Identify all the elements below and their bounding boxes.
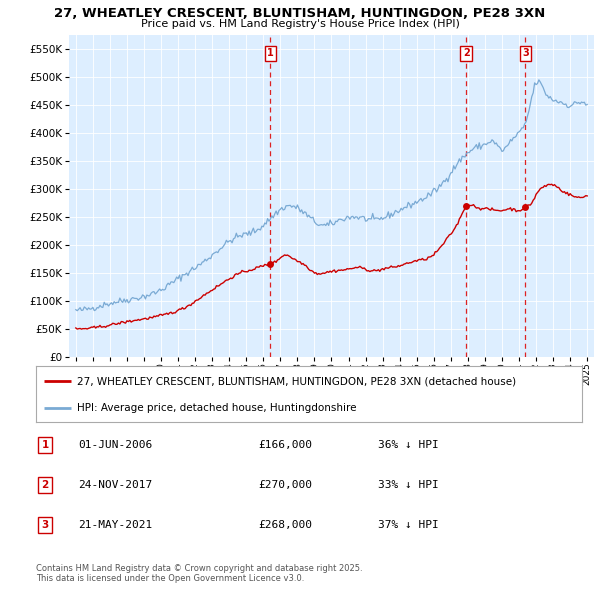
Text: £166,000: £166,000 — [258, 440, 312, 450]
Text: 21-MAY-2021: 21-MAY-2021 — [78, 520, 152, 530]
Text: Price paid vs. HM Land Registry's House Price Index (HPI): Price paid vs. HM Land Registry's House … — [140, 19, 460, 29]
Text: 27, WHEATLEY CRESCENT, BLUNTISHAM, HUNTINGDON, PE28 3XN (detached house): 27, WHEATLEY CRESCENT, BLUNTISHAM, HUNTI… — [77, 376, 516, 386]
Text: 1: 1 — [41, 440, 49, 450]
Text: 3: 3 — [41, 520, 49, 530]
Text: 33% ↓ HPI: 33% ↓ HPI — [378, 480, 439, 490]
Text: 2: 2 — [463, 48, 470, 58]
Text: 36% ↓ HPI: 36% ↓ HPI — [378, 440, 439, 450]
Text: £268,000: £268,000 — [258, 520, 312, 530]
Text: 37% ↓ HPI: 37% ↓ HPI — [378, 520, 439, 530]
Text: 3: 3 — [522, 48, 529, 58]
Text: 27, WHEATLEY CRESCENT, BLUNTISHAM, HUNTINGDON, PE28 3XN: 27, WHEATLEY CRESCENT, BLUNTISHAM, HUNTI… — [55, 7, 545, 20]
Text: 1: 1 — [267, 48, 274, 58]
Text: HPI: Average price, detached house, Huntingdonshire: HPI: Average price, detached house, Hunt… — [77, 403, 356, 413]
Text: 24-NOV-2017: 24-NOV-2017 — [78, 480, 152, 490]
Text: 01-JUN-2006: 01-JUN-2006 — [78, 440, 152, 450]
Text: £270,000: £270,000 — [258, 480, 312, 490]
Text: 2: 2 — [41, 480, 49, 490]
Text: Contains HM Land Registry data © Crown copyright and database right 2025.
This d: Contains HM Land Registry data © Crown c… — [36, 563, 362, 583]
